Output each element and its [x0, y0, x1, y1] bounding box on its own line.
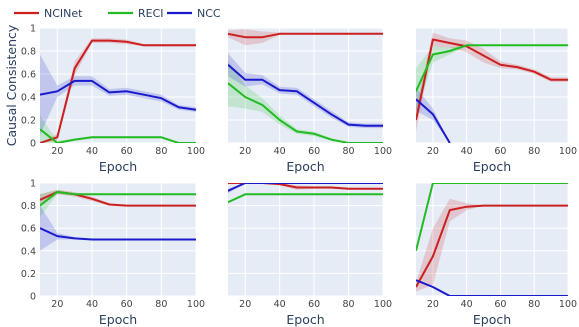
y-tick-label: 0.2	[21, 269, 36, 280]
band-ncinet	[416, 198, 568, 292]
y-tick-label: 0.2	[21, 116, 36, 127]
y-tick-label: 0	[30, 292, 36, 303]
x-tick-label: 40	[274, 299, 286, 310]
line-ncc	[40, 227, 196, 241]
band-ncinet	[40, 38, 196, 143]
x-tick-label: 60	[121, 299, 133, 310]
series-layer	[416, 183, 568, 296]
x-tick-label: 40	[461, 299, 473, 310]
line-ncinet	[40, 39, 196, 143]
x-axis-title: Epoch	[473, 312, 511, 327]
subplot-row1-col2: 20 40 60 80 100 Epoch	[228, 27, 392, 174]
x-tick-label: 60	[308, 146, 320, 157]
x-tick-label: 20	[51, 299, 63, 310]
y-tick-label: 0.8	[21, 201, 36, 212]
line-ncinet	[228, 183, 383, 190]
plot-area	[228, 28, 383, 143]
legend-label: RECI	[138, 7, 164, 20]
x-tick-label: 80	[528, 146, 540, 157]
band-ncinet	[228, 29, 383, 46]
x-tick-label: 60	[308, 299, 320, 310]
subplot-grid: 20 40 60 80 100 0 0.2 0.4 0.6 0.8 1 Epoch Causal Con…	[4, 24, 577, 327]
line-ncinet	[416, 204, 568, 288]
band-reci	[228, 60, 383, 143]
x-tick-label: 40	[461, 146, 473, 157]
x-tick-label: 80	[528, 299, 540, 310]
series-layer	[228, 29, 383, 143]
line-ncc	[416, 279, 568, 296]
legend-item-ncc[interactable]: NCC	[167, 7, 221, 20]
y-tick-label: 1	[30, 24, 36, 35]
series-layer	[40, 189, 196, 251]
line-ncc	[228, 64, 383, 127]
x-axis-title: Epoch	[473, 159, 511, 174]
line-reci	[40, 128, 196, 143]
subplot-row1-col3: 20 40 60 80 100 Epoch	[416, 27, 577, 174]
x-axis-title: Epoch	[286, 312, 324, 327]
x-axis-title: Epoch	[286, 159, 324, 174]
x-tick-label: 40	[274, 146, 286, 157]
band-ncinet	[416, 32, 568, 132]
x-tick-label: 100	[374, 299, 392, 310]
line-ncinet	[228, 32, 383, 39]
x-tick-label: 100	[559, 146, 577, 157]
band-ncc	[40, 54, 196, 135]
y-tick-label: 0.4	[21, 93, 36, 104]
x-tick-label: 100	[187, 146, 205, 157]
y-tick-label: 0.6	[21, 70, 36, 81]
x-tick-label: 80	[343, 299, 355, 310]
x-tick-label: 20	[427, 146, 439, 157]
x-tick-label: 40	[86, 299, 98, 310]
x-tick-label: 20	[51, 146, 63, 157]
series-layer	[228, 183, 383, 204]
x-tick-label: 100	[559, 299, 577, 310]
x-axis-title: Epoch	[99, 159, 137, 174]
line-ncinet	[416, 38, 568, 121]
line-ncc	[416, 98, 451, 143]
line-reci	[228, 193, 383, 204]
line-ncc	[40, 79, 196, 111]
x-tick-label: 20	[239, 146, 251, 157]
series-layer	[416, 32, 568, 143]
x-tick-label: 80	[155, 146, 167, 157]
y-tick-label: 0	[30, 139, 36, 150]
x-tick-label: 20	[239, 299, 251, 310]
x-tick-label: 60	[494, 299, 506, 310]
y-tick-label: 1	[30, 179, 36, 190]
x-tick-label: 60	[494, 146, 506, 157]
series-layer	[40, 38, 196, 143]
plot-area	[416, 28, 568, 143]
x-axis-title: Epoch	[99, 312, 137, 327]
line-reci	[40, 191, 196, 207]
plot-area	[228, 183, 383, 296]
legend-item-ncinet[interactable]: NCINet	[14, 7, 83, 20]
x-tick-label: 20	[427, 299, 439, 310]
y-tick-label: 0.8	[21, 47, 36, 58]
line-reci	[228, 82, 383, 143]
legend-label: NCC	[197, 7, 221, 20]
x-tick-label: 60	[121, 146, 133, 157]
x-tick-label: 80	[155, 299, 167, 310]
x-tick-label: 100	[374, 146, 392, 157]
y-tick-label: 0.4	[21, 246, 36, 257]
legend-label: NCINet	[44, 7, 83, 20]
x-tick-label: 100	[187, 299, 205, 310]
x-tick-label: 80	[343, 146, 355, 157]
line-reci	[416, 44, 568, 92]
legend-item-reci[interactable]: RECI	[108, 7, 164, 20]
plot-area	[416, 183, 568, 296]
band-reci	[40, 115, 196, 143]
y-tick-label: 0.6	[21, 224, 36, 235]
x-tick-label: 40	[86, 146, 98, 157]
subplot-row2-col2: 20 40 60 80 100 Epoch	[228, 182, 392, 327]
subplot-row2-col3: 20 40 60 80 100 Epoch	[416, 182, 577, 327]
legend: NCINet RECI NCC	[14, 7, 221, 20]
y-axis-title: Causal Consistency	[4, 24, 19, 146]
subplot-row1-col1: 20 40 60 80 100 0 0.2 0.4 0.6 0.8 1 Epoch Causal Con…	[4, 24, 205, 175]
subplot-row2-col1: 20 40 60 80 100 0 0.2 0.4 0.6 0.8 1 Epoch	[21, 179, 205, 327]
